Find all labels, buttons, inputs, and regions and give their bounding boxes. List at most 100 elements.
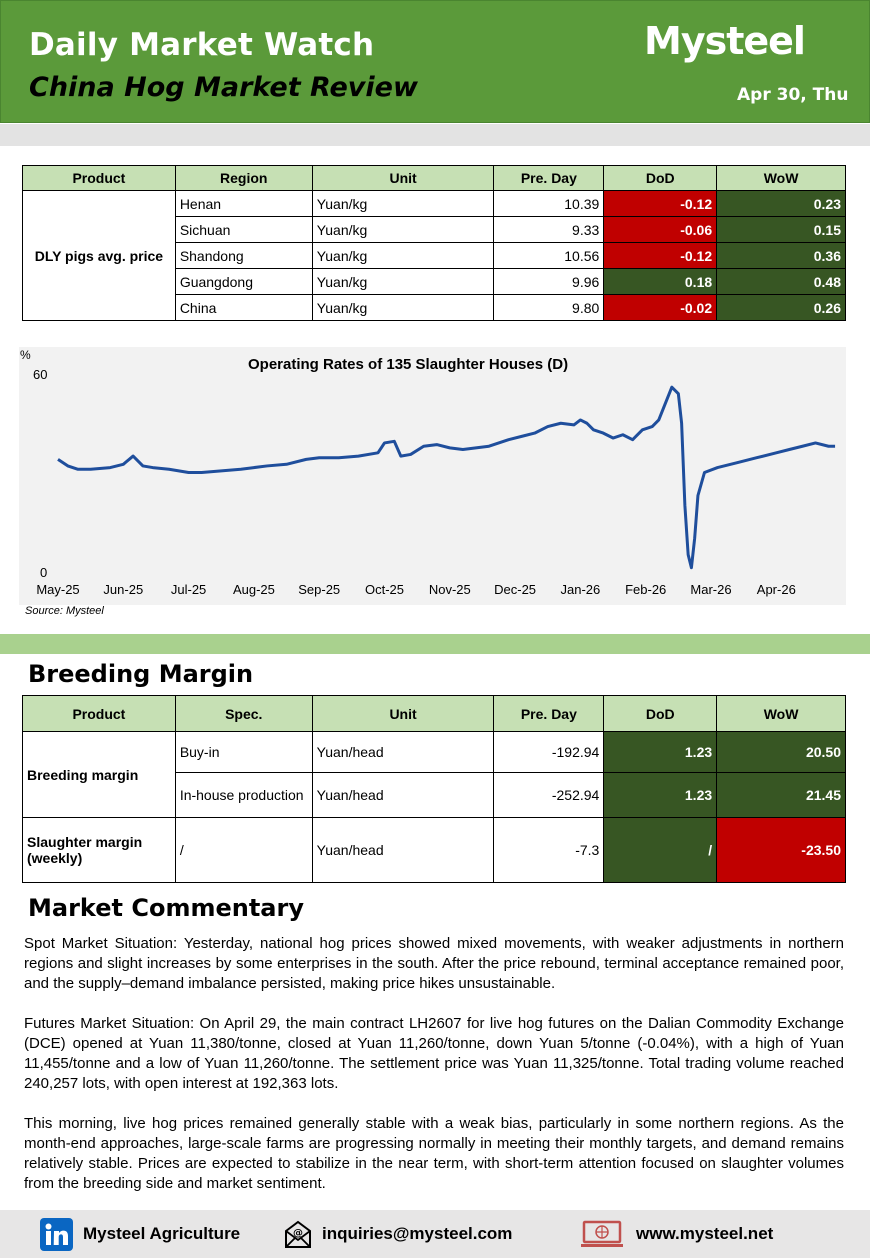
x-tick-label: Nov-25	[429, 582, 471, 597]
x-tick-label: Jul-25	[171, 582, 206, 597]
report-subtitle: China Hog Market Review	[29, 72, 418, 103]
table-row: Slaughter margin (weekly) / Yuan/head -7…	[22, 817, 846, 883]
wow-cell: -23.50	[716, 817, 846, 883]
wow-cell: 0.23	[716, 190, 846, 217]
chart-ylabel: %	[20, 348, 31, 362]
spec-cell: In-house production	[174, 772, 313, 818]
dod-cell: -0.12	[603, 242, 718, 269]
col-product: Product	[22, 695, 176, 732]
report-header: Daily Market Watch China Hog Market Revi…	[0, 0, 870, 123]
col-pre-day: Pre. Day	[493, 695, 605, 732]
dod-cell: -0.06	[603, 216, 718, 243]
chart-source-label: Source: Mysteel	[25, 605, 104, 617]
series-line	[57, 385, 836, 570]
wow-cell: 0.36	[716, 242, 846, 269]
chart-svg: Operating Rates of 135 Slaughter Houses …	[20, 348, 836, 597]
y-tick-label: 0	[40, 565, 47, 580]
region-cell: Sichuan	[174, 216, 313, 243]
unit-cell: Yuan/kg	[311, 268, 495, 295]
spec-cell: /	[174, 817, 313, 883]
breeding-margin-heading: Breeding Margin	[28, 660, 254, 688]
commentary-spot: Spot Market Situation: Yesterday, nation…	[24, 935, 844, 992]
product-cell: Breeding margin	[22, 731, 176, 818]
wow-cell: 0.15	[716, 216, 846, 243]
col-dod: DoD	[603, 165, 718, 191]
unit-cell: Yuan/kg	[311, 294, 495, 321]
unit-cell: Yuan/head	[311, 772, 495, 818]
commentary-futures: Futures Market Situation: On April 29, t…	[24, 1015, 844, 1092]
price-table: Product Region Unit Pre. Day DoD WoW DLY…	[22, 165, 846, 321]
region-cell: Henan	[174, 190, 313, 217]
svg-text:@: @	[293, 1228, 303, 1239]
x-tick-label: Jan-26	[561, 582, 601, 597]
linkedin-label: Mysteel Agriculture	[83, 1224, 241, 1243]
dod-cell: /	[603, 817, 718, 883]
spec-cell: Buy-in	[174, 731, 313, 773]
mysteel-logo: Mysteel	[644, 19, 806, 63]
wow-cell: 20.50	[716, 731, 846, 773]
footer-email[interactable]: @ inquiries@mysteel.com	[284, 1210, 512, 1258]
unit-cell: Yuan/kg	[311, 216, 495, 243]
x-tick-label: May-25	[36, 582, 79, 597]
unit-cell: Yuan/kg	[311, 190, 495, 217]
region-cell: China	[174, 294, 313, 321]
col-pre-day: Pre. Day	[493, 165, 605, 191]
pre-day-cell: -7.3	[493, 817, 605, 883]
region-cell: Shandong	[174, 242, 313, 269]
commentary-outlook: This morning, live hog prices remained g…	[24, 1115, 844, 1192]
linkedin-icon	[40, 1217, 73, 1251]
unit-cell: Yuan/head	[311, 817, 495, 883]
x-tick-label: Aug-25	[233, 582, 275, 597]
pre-day-cell: 9.33	[493, 216, 605, 243]
table-row: In-house production Yuan/head -252.94 1.…	[23, 772, 846, 818]
website-label: www.mysteel.net	[636, 1224, 774, 1243]
report-title: Daily Market Watch	[29, 27, 375, 63]
pre-day-cell: -192.94	[493, 731, 605, 773]
table-row: DLY pigs avg. price Henan Yuan/kg 10.39 …	[22, 190, 846, 321]
x-tick-label: Sep-25	[298, 582, 340, 597]
x-tick-label: Apr-26	[757, 582, 796, 597]
unit-cell: Yuan/kg	[311, 242, 495, 269]
pre-day-cell: 10.39	[493, 190, 605, 217]
section-divider	[0, 634, 870, 654]
pre-day-cell: 9.80	[493, 294, 605, 321]
col-unit: Unit	[311, 695, 495, 732]
footer-website[interactable]: www.mysteel.net	[580, 1210, 773, 1258]
region-cell: Guangdong	[174, 268, 313, 295]
wow-cell: 0.48	[716, 268, 846, 295]
dod-cell: -0.02	[603, 294, 718, 321]
dod-cell: -0.12	[603, 190, 718, 217]
col-wow: WoW	[716, 695, 846, 732]
x-tick-label: Mar-26	[690, 582, 731, 597]
col-unit: Unit	[311, 165, 495, 191]
dod-cell: 1.23	[603, 731, 718, 773]
globe-monitor-icon	[581, 1220, 623, 1247]
x-tick-label: Jun-25	[103, 582, 143, 597]
dod-cell: 0.18	[603, 268, 718, 295]
commentary-body: Spot Market Situation: Yesterday, nation…	[24, 934, 844, 1214]
pre-day-cell: 10.56	[493, 242, 605, 269]
report-date: Apr 30, Thu	[737, 85, 849, 105]
dod-cell: 1.23	[603, 772, 718, 818]
pre-day-cell: -252.94	[493, 772, 605, 818]
col-region: Region	[174, 165, 313, 191]
col-product: Product	[22, 165, 176, 191]
wow-cell: 0.26	[716, 294, 846, 321]
table-row: Sichuan Yuan/kg 9.33 -0.06 0.15	[23, 216, 846, 243]
unit-cell: Yuan/head	[311, 731, 495, 773]
wow-cell: 21.45	[716, 772, 846, 818]
y-tick-label: 60	[33, 367, 47, 382]
header-divider	[0, 124, 870, 146]
col-spec: Spec.	[174, 695, 313, 732]
x-tick-label: Dec-25	[494, 582, 536, 597]
x-tick-label: Oct-25	[365, 582, 404, 597]
product-cell: DLY pigs avg. price	[22, 190, 176, 321]
operating-rate-chart: Operating Rates of 135 Slaughter Houses …	[19, 347, 846, 617]
col-wow: WoW	[716, 165, 846, 191]
market-commentary-heading: Market Commentary	[28, 894, 304, 922]
table-row: Shandong Yuan/kg 10.56 -0.12 0.36	[23, 242, 846, 269]
chart-title: Operating Rates of 135 Slaughter Houses …	[248, 356, 568, 373]
footer-linkedin[interactable]: Mysteel Agriculture	[40, 1210, 240, 1258]
table-row: Guangdong Yuan/kg 9.96 0.18 0.48	[23, 268, 846, 295]
email-icon: @	[285, 1220, 311, 1248]
